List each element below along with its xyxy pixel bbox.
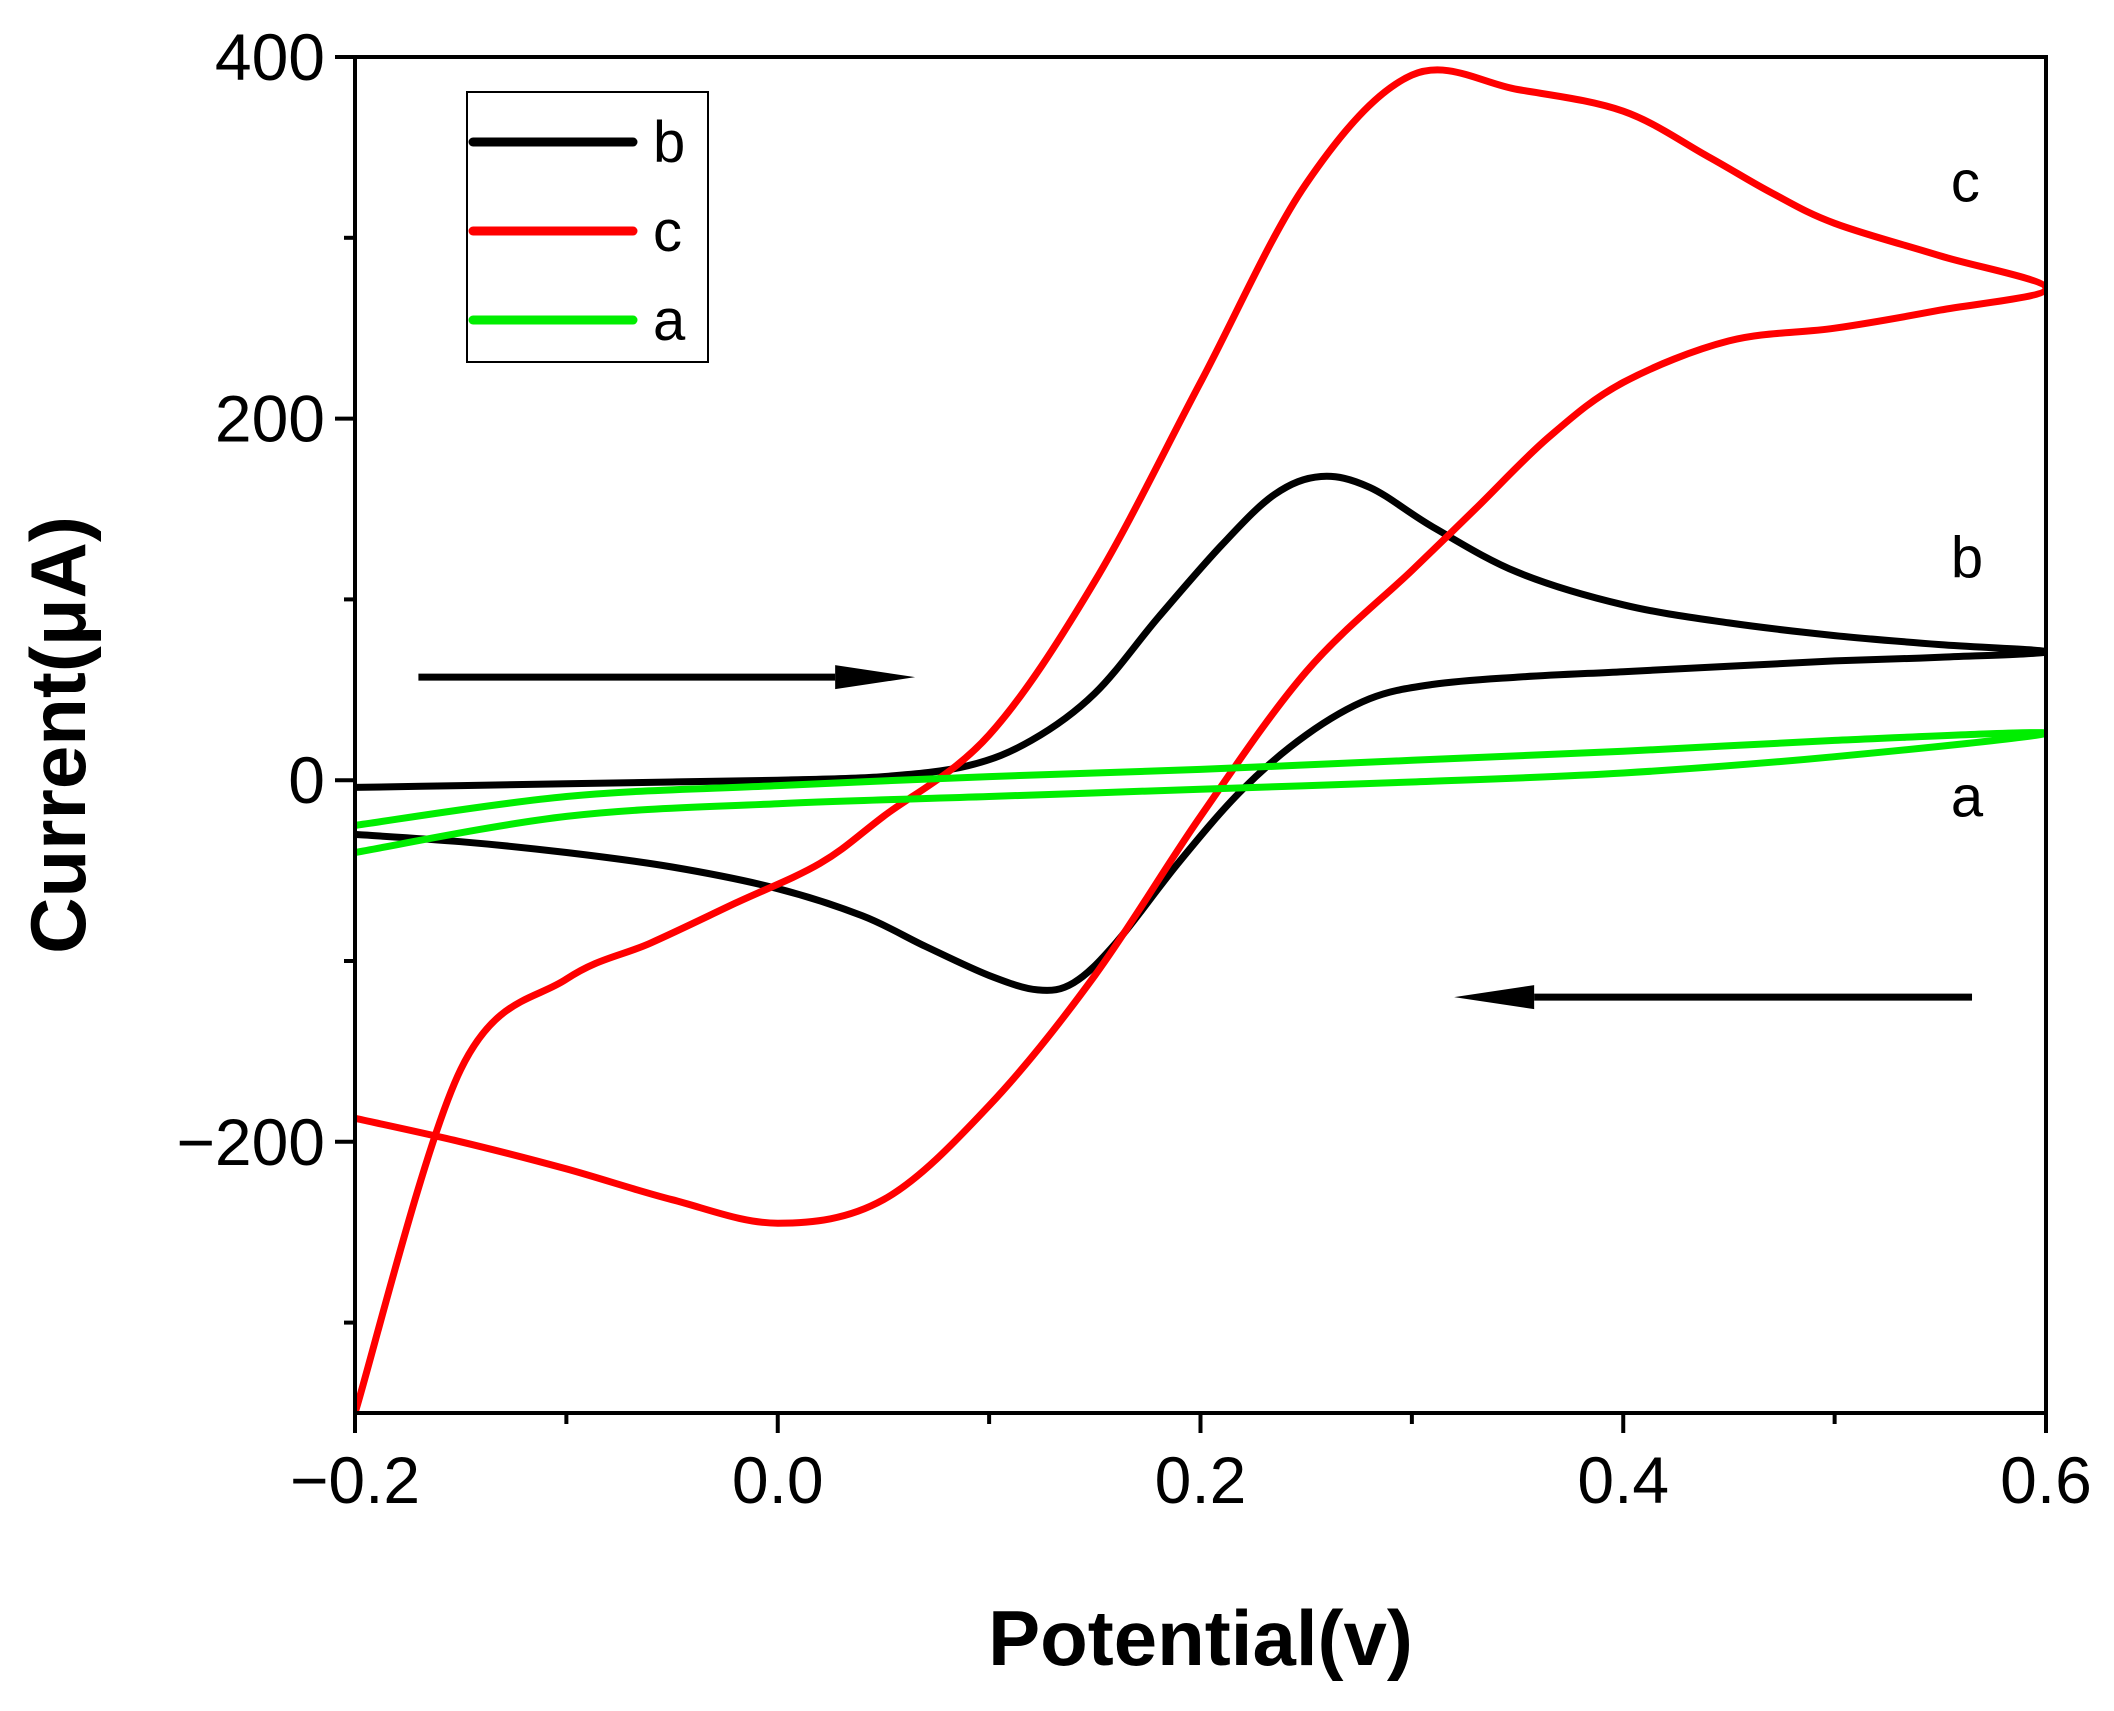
series-a-line (355, 729, 2046, 856)
curve-label-b: b (1951, 526, 1983, 591)
series-b-line (355, 472, 2046, 994)
x-tick-label: 0.6 (2000, 1443, 2092, 1517)
legend-label-c: c (653, 199, 682, 264)
arrow-head-icon (1454, 985, 1535, 1010)
series-c-line (355, 66, 2046, 1413)
x-axis-title: Potential(v) (988, 1594, 1413, 1682)
legend-label-b: b (653, 110, 685, 175)
y-tick-label: 200 (215, 382, 325, 456)
axes-layer: −0.2 0.0 0.2 0.4 0.6 −200 0 200 400 (176, 20, 2092, 1517)
annotation-layer: c b a (418, 150, 1984, 1010)
reverse-scan-arrow (1454, 985, 1973, 1010)
y-axis-title: Current(μA) (14, 516, 102, 954)
legend-label-a: a (653, 288, 686, 353)
x-tick-label: 0.2 (1155, 1443, 1247, 1517)
y-tick-label: −200 (176, 1105, 325, 1179)
x-tick-label: 0.4 (1577, 1443, 1669, 1517)
forward-scan-arrow (418, 665, 916, 690)
y-tick-label: 0 (288, 743, 325, 817)
legend: bca (466, 91, 709, 363)
curve-label-c: c (1951, 150, 1980, 215)
curve-label-a: a (1951, 764, 1984, 829)
series-layer (355, 66, 2046, 1413)
x-tick-label: 0.0 (732, 1443, 824, 1517)
y-tick-label: 400 (215, 20, 325, 94)
arrow-head-icon (835, 665, 916, 690)
x-tick-label: −0.2 (290, 1443, 420, 1517)
